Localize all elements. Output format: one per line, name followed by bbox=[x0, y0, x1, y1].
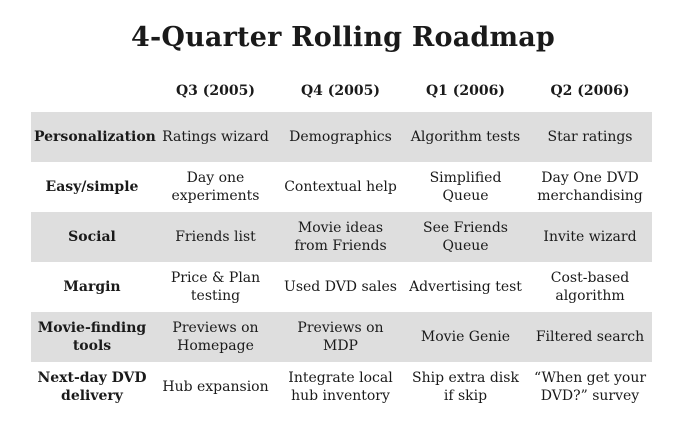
table-cell: Algorithm tests bbox=[403, 112, 528, 162]
table-row: Personalization Ratings wizard Demographic… bbox=[31, 112, 652, 162]
table-cell: Previews on MDP bbox=[278, 312, 403, 362]
table-row: Easy/simple Day one experiments Contextual… bbox=[31, 162, 652, 212]
row-header: Personalization bbox=[31, 112, 156, 162]
table-cell: Simplified Queue bbox=[429, 170, 502, 204]
table-cell: Friends list bbox=[153, 212, 278, 262]
table-cell: See Friends Queue bbox=[403, 212, 528, 262]
header-cell-q3-2005: Q3 (2005) bbox=[175, 83, 256, 99]
table-row: Next-day DVD delivery Hub expansion Integr… bbox=[31, 362, 652, 412]
table-cell: Hub expansion bbox=[162, 379, 269, 395]
header-cell-corner bbox=[31, 70, 153, 112]
table-cell: Advertising test bbox=[409, 279, 522, 295]
table-cell: Filtered search bbox=[528, 312, 652, 362]
page-title: 4-Quarter Rolling Roadmap bbox=[130, 22, 556, 53]
table-cell: Contextual help bbox=[284, 179, 397, 195]
header-row: Q3 (2005) Q4 (2005) Q1 (2006) Q2 (2006) bbox=[31, 70, 652, 112]
row-header: Movie-finding tools bbox=[31, 312, 153, 362]
table-row: Social Friends list Movie ideas from Frien… bbox=[31, 212, 652, 262]
table-cell: Movie ideas from Friends bbox=[278, 212, 403, 262]
row-header: Next-day DVD delivery bbox=[37, 370, 147, 404]
table-row: Margin Price & Plan testing Used DVD sales… bbox=[31, 262, 652, 312]
table-cell: Invite wizard bbox=[528, 212, 652, 262]
table-cell: Star ratings bbox=[528, 112, 652, 162]
table-cell: Previews on Homepage bbox=[153, 312, 278, 362]
table-cell: Used DVD sales bbox=[284, 279, 397, 295]
table-cell: Ratings wizard bbox=[153, 112, 278, 162]
table-cell: Demographics bbox=[278, 112, 403, 162]
table-cell: “When get your DVD?” survey bbox=[533, 370, 647, 404]
table-cell: Movie Genie bbox=[403, 312, 528, 362]
roadmap-table: Q3 (2005) Q4 (2005) Q1 (2006) Q2 (2006) … bbox=[31, 70, 652, 412]
row-header: Social bbox=[31, 212, 153, 262]
table-row: Movie-finding tools Previews on Homepage P… bbox=[31, 312, 652, 362]
table-cell: Day one experiments bbox=[171, 170, 260, 204]
header-cell-q2-2006: Q2 (2006) bbox=[550, 83, 630, 99]
table-cell: Price & Plan testing bbox=[170, 270, 261, 304]
table-cell: Day One DVD merchandising bbox=[537, 170, 643, 204]
row-header: Margin bbox=[63, 279, 121, 295]
row-header: Easy/simple bbox=[45, 179, 139, 195]
header-cell-q1-2006: Q1 (2006) bbox=[425, 83, 506, 99]
table-cell: Integrate local hub inventory bbox=[288, 370, 393, 404]
table-cell: Ship extra disk if skip bbox=[412, 370, 519, 404]
table-cell: Cost-based algorithm bbox=[550, 270, 630, 304]
header-cell-q4-2005: Q4 (2005) bbox=[300, 83, 381, 99]
